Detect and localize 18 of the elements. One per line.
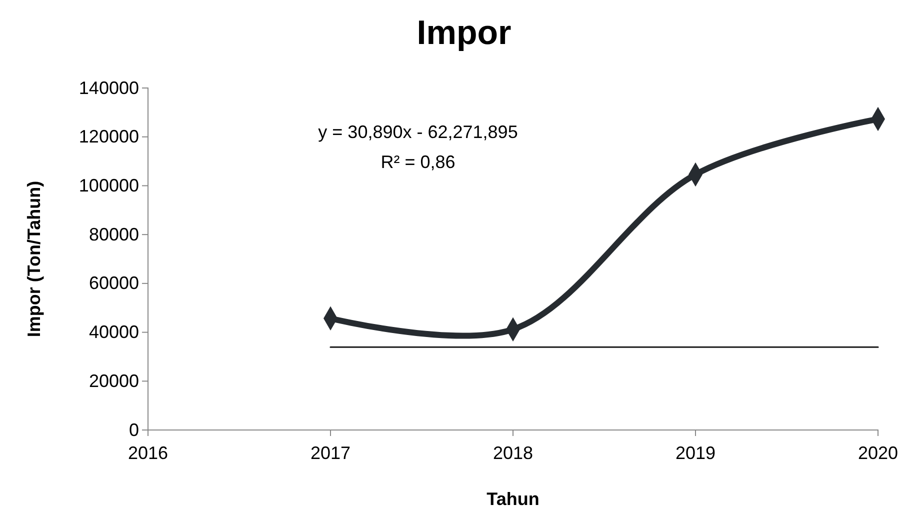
y-tick-label: 120000 (78, 126, 139, 147)
x-tick-label: 2020 (858, 442, 898, 463)
x-tick-label: 2017 (310, 442, 351, 463)
chart-title: Impor (416, 14, 512, 52)
y-tick-label: 40000 (88, 322, 139, 342)
annotation: y = 30,890x - 62,271,895 (318, 122, 518, 142)
y-tick-label: 80000 (88, 224, 139, 244)
annotation: R² = 0,86 (380, 152, 456, 172)
y-tick-label: 140000 (78, 78, 139, 98)
y-tick-label: 100000 (78, 175, 139, 196)
y-tick-label: 0 (128, 420, 139, 440)
x-tick-label: 2018 (492, 442, 534, 463)
y-tick-label: 20000 (88, 370, 139, 391)
y-tick-label: 60000 (88, 273, 139, 294)
x-axis-title: Tahun (486, 489, 540, 509)
x-tick-label: 2016 (128, 442, 168, 463)
y-axis-title: Impor (Ton/Tahun) (24, 180, 44, 338)
x-tick-label: 2019 (675, 442, 716, 463)
